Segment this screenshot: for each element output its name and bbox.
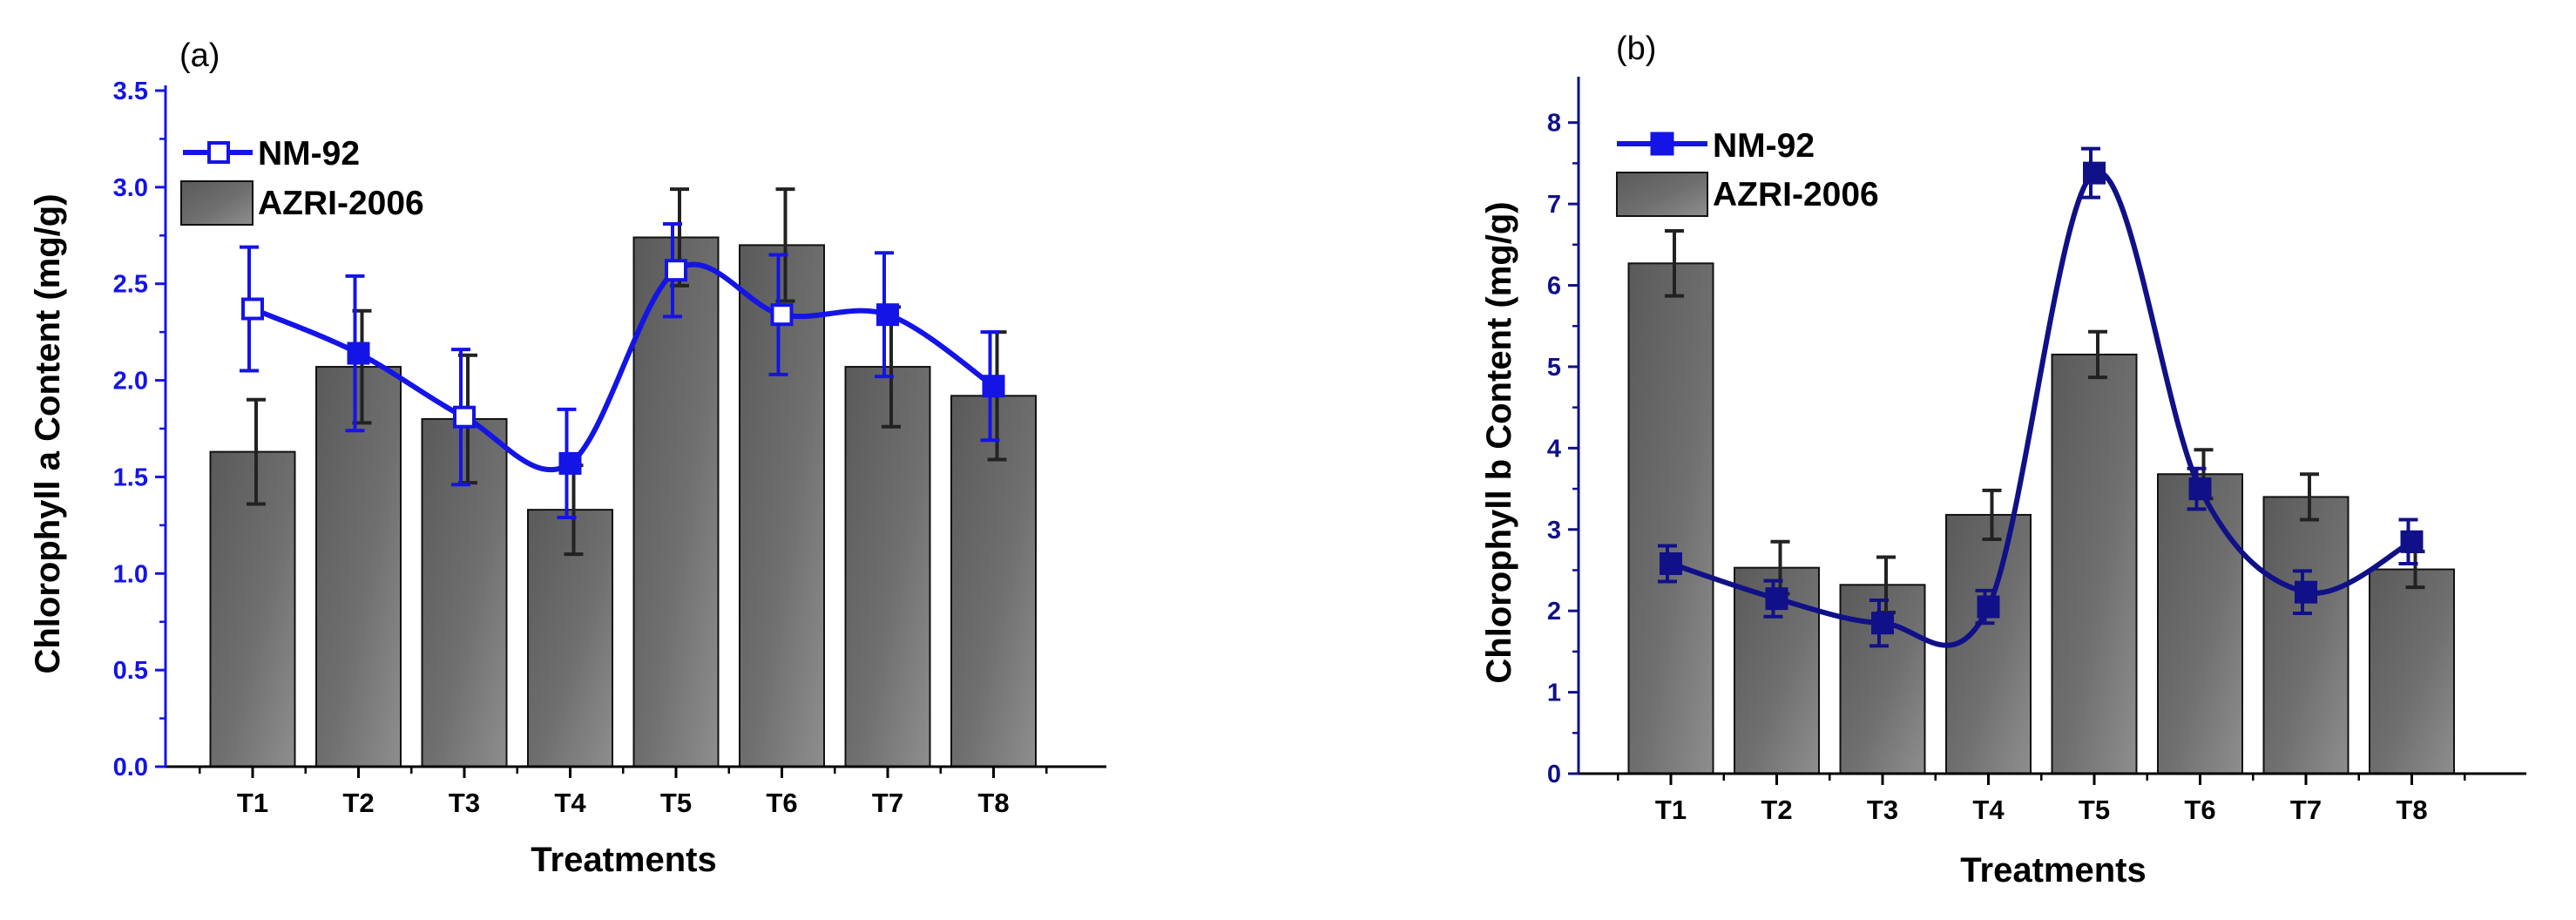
panel-b-legend: NM-92 AZRI-2006 — [1616, 127, 1879, 217]
panel-b-y-tick-label-5: 5 — [1547, 354, 1561, 382]
panel-b-line-series — [1670, 169, 2413, 648]
panel-b-x-tick-label-T6: T6 — [2184, 795, 2215, 825]
panel-a-bar-T2 — [315, 366, 402, 768]
panel-b-bar-error-T5 — [2088, 329, 2107, 380]
panel-a-legend-line-label: NM-92 — [258, 135, 360, 172]
panel-a-y-tick-label-1.0: 1.0 — [113, 560, 148, 588]
panel-a-line-series — [251, 261, 996, 473]
panel-b-y-axis-title: Chlorophyll b Content (mg/g) — [1480, 201, 1518, 683]
panel-a-line-markers — [241, 259, 1005, 475]
panel-a-bar-T6 — [739, 244, 825, 768]
panel-a-legend-bar-swatch — [180, 180, 254, 226]
panel-a-y-tick-label-0.5: 0.5 — [113, 657, 148, 685]
panel-b-y-tick-label-7: 7 — [1547, 191, 1561, 219]
panel-b-bar-T6 — [2157, 473, 2243, 775]
panel-a-x-tick-label-T5: T5 — [660, 788, 692, 818]
chart-panel-a: (a) Chlorophyll a Content (mg/g) Treatme… — [29, 37, 1106, 879]
panel-b-y-tick-label-8: 8 — [1547, 110, 1561, 138]
panel-a-bars — [209, 236, 1037, 768]
panel-b-y-tick-label-2: 2 — [1547, 598, 1561, 626]
panel-b-bar-error-T1 — [1665, 228, 1684, 298]
panel-a-x-tick-label-T4: T4 — [554, 788, 586, 818]
panel-a-y-tick-label-3.0: 3.0 — [113, 174, 148, 202]
panel-a-bar-T8 — [950, 395, 1037, 768]
panel-b-marker-T2 — [1765, 587, 1788, 611]
panel-b-x-tick-label-T2: T2 — [1761, 795, 1792, 825]
panel-b-marker-T3 — [1871, 612, 1894, 635]
panel-a-marker-T2 — [347, 342, 370, 365]
panel-a-y-axis-title: Chlorophyll a Content (mg/g) — [29, 193, 67, 673]
panel-a-y-tick-label-0.0: 0.0 — [113, 754, 148, 781]
panel-a-marker-T3 — [453, 405, 476, 429]
panel-a-y-tick-label-3.5: 3.5 — [113, 78, 148, 105]
panel-b-marker-T7 — [2295, 580, 2317, 604]
panel-b-x-tick-label-T8: T8 — [2396, 795, 2427, 825]
panel-b-x-axis-title: Treatments — [1960, 851, 2146, 890]
chart-panel-b: (b) Chlorophyll b Content (mg/g) Treatme… — [1480, 30, 2526, 890]
panel-a-bar-error-T1 — [247, 397, 266, 506]
panel-b-marker-T8 — [2400, 530, 2424, 553]
panel-a-bar-T4 — [527, 509, 613, 768]
panel-a-y-tick-label-2.5: 2.5 — [113, 271, 148, 299]
panel-b-y-ticks: 0 1 2 3 4 5 6 7 8 — [1547, 110, 1579, 788]
panel-b-y-tick-label-3: 3 — [1547, 517, 1561, 545]
panel-b-marker-T6 — [2188, 477, 2212, 501]
panel-b-marker-T1 — [1660, 551, 1682, 575]
panel-b-label: (b) — [1616, 30, 1656, 67]
panel-b-y-tick-label-6: 6 — [1547, 273, 1561, 301]
panel-b-marker-T4 — [1977, 595, 2000, 619]
panel-b-y-tick-label-1: 1 — [1547, 680, 1561, 707]
panel-a-legend-line-swatch — [183, 141, 253, 164]
panel-a-y-tick-label-2.0: 2.0 — [113, 368, 148, 396]
panel-a-x-tick-label-T6: T6 — [766, 788, 797, 818]
panel-b-bar-T7 — [2262, 496, 2350, 775]
panel-a-x-tick-label-T1: T1 — [237, 788, 268, 818]
panel-b-bar-T8 — [2369, 568, 2455, 775]
panel-b-x-tick-label-T5: T5 — [2079, 795, 2110, 825]
panel-b-bar-error-T4 — [1982, 488, 2002, 541]
panel-b-x-tick-label-T4: T4 — [1972, 795, 2005, 825]
panel-b-legend-line-swatch — [1617, 132, 1707, 156]
panel-a-marker-T4 — [558, 451, 582, 475]
panel-b-bar-error-T7 — [2300, 472, 2319, 522]
panel-a-label: (a) — [179, 37, 220, 74]
panel-a-marker-T6 — [770, 303, 794, 327]
panel-b-x-tick-label-T3: T3 — [1867, 795, 1898, 825]
panel-a-legend-bar-label: AZRI-2006 — [258, 185, 424, 222]
panel-b-x-ticks: T1 T2 T3 T4 T5 T6 T7 T8 — [1617, 774, 2466, 825]
panel-b-legend-line-label: NM-92 — [1713, 127, 1815, 165]
panel-a-x-axis-title: Treatments — [531, 841, 716, 879]
panel-a-marker-T7 — [876, 303, 899, 327]
panel-b-bars — [1627, 262, 2455, 775]
panel-b-marker-T5 — [2083, 161, 2106, 185]
panel-b-x-tick-label-T1: T1 — [1655, 795, 1687, 825]
panel-b-y-tick-label-4: 4 — [1547, 435, 1561, 463]
panel-a-x-tick-label-T3: T3 — [449, 788, 480, 818]
panel-a-marker-T8 — [982, 375, 1005, 398]
panel-a-bar-T3 — [421, 417, 508, 768]
panel-b-legend-bar-swatch — [1616, 172, 1708, 217]
panel-a-y-ticks: 0.0 0.5 1.0 1.5 2.0 2.5 3.0 3.5 — [113, 78, 166, 781]
panel-a-bar-T1 — [209, 450, 296, 768]
panel-a-x-tick-label-T2: T2 — [342, 788, 374, 818]
panel-b-bar-T1 — [1627, 262, 1714, 775]
panel-a-y-tick-label-1.5: 1.5 — [113, 463, 148, 491]
panel-a-marker-T1 — [241, 297, 264, 321]
panel-b-legend-bar-label: AZRI-2006 — [1713, 176, 1879, 213]
panel-a-marker-T5 — [665, 259, 687, 282]
panel-b-bar-T5 — [2051, 353, 2138, 775]
panel-b-x-tick-label-T7: T7 — [2290, 795, 2322, 825]
panel-a-x-tick-label-T7: T7 — [872, 788, 903, 818]
panel-a-legend: NM-92 AZRI-2006 — [180, 135, 424, 226]
panel-b-y-tick-label-0: 0 — [1547, 761, 1561, 788]
panel-a-x-ticks: T1 T2 T3 T4 T5 T6 T7 T8 — [199, 767, 1048, 818]
panel-a-x-tick-label-T8: T8 — [977, 788, 1009, 818]
panel-b-line-markers — [1660, 161, 2424, 635]
